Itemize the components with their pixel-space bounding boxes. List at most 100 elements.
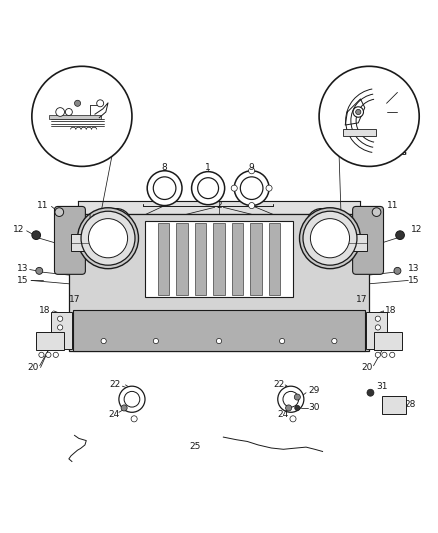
Circle shape	[102, 208, 131, 237]
Bar	[73, 310, 365, 351]
Circle shape	[300, 208, 360, 269]
Text: 11: 11	[37, 201, 49, 210]
Circle shape	[319, 66, 419, 166]
Circle shape	[353, 107, 364, 117]
Circle shape	[56, 108, 64, 116]
Circle shape	[375, 352, 381, 358]
Circle shape	[396, 231, 404, 239]
Circle shape	[332, 338, 337, 344]
Circle shape	[249, 168, 254, 174]
Circle shape	[198, 177, 219, 199]
Text: 6: 6	[395, 84, 400, 93]
Text: 18: 18	[385, 305, 397, 314]
Text: 15: 15	[408, 276, 420, 285]
Text: 9: 9	[249, 163, 254, 172]
Text: 8: 8	[162, 163, 167, 172]
Circle shape	[119, 386, 145, 413]
Text: 1: 1	[205, 163, 211, 172]
Bar	[366, 312, 387, 349]
Circle shape	[39, 352, 44, 358]
Text: 5: 5	[42, 101, 48, 110]
Circle shape	[234, 171, 269, 206]
Circle shape	[124, 391, 140, 407]
Text: 13: 13	[17, 264, 28, 273]
Circle shape	[153, 338, 159, 344]
Circle shape	[131, 416, 137, 422]
Circle shape	[32, 66, 132, 166]
Circle shape	[294, 394, 300, 400]
Circle shape	[390, 352, 395, 358]
Circle shape	[108, 214, 126, 232]
Circle shape	[312, 214, 330, 232]
Text: 20: 20	[361, 364, 373, 373]
Circle shape	[88, 219, 127, 258]
Circle shape	[367, 389, 374, 396]
Circle shape	[36, 268, 43, 274]
Circle shape	[382, 352, 387, 358]
Text: 12: 12	[411, 225, 423, 234]
Bar	[342, 234, 367, 251]
FancyBboxPatch shape	[54, 206, 85, 274]
Circle shape	[279, 338, 285, 344]
Circle shape	[78, 208, 138, 269]
Circle shape	[101, 338, 106, 344]
Bar	[51, 312, 72, 349]
Circle shape	[286, 405, 292, 411]
Circle shape	[81, 211, 135, 265]
Circle shape	[65, 109, 72, 116]
Circle shape	[278, 386, 304, 413]
Circle shape	[231, 185, 237, 191]
Bar	[343, 130, 376, 136]
Text: 10: 10	[335, 214, 346, 223]
Circle shape	[240, 177, 263, 199]
Text: 7: 7	[329, 103, 335, 112]
Bar	[69, 214, 369, 351]
Text: 13: 13	[408, 264, 420, 273]
Bar	[145, 221, 293, 297]
Bar	[36, 332, 64, 350]
Circle shape	[283, 391, 299, 407]
Circle shape	[57, 316, 63, 321]
Text: 15: 15	[17, 276, 28, 285]
Text: 22: 22	[273, 381, 285, 390]
Circle shape	[216, 338, 222, 344]
Text: 22: 22	[110, 381, 121, 390]
Circle shape	[53, 352, 58, 358]
Bar	[49, 115, 102, 119]
Circle shape	[375, 340, 381, 345]
Circle shape	[249, 203, 254, 208]
Text: 30: 30	[308, 403, 320, 413]
Circle shape	[121, 405, 127, 411]
Text: 3: 3	[92, 86, 98, 95]
Bar	[268, 223, 280, 295]
Polygon shape	[78, 201, 360, 214]
Bar	[158, 223, 170, 295]
Bar	[374, 332, 402, 350]
Text: 31: 31	[376, 382, 388, 391]
Circle shape	[375, 325, 381, 330]
Circle shape	[57, 340, 63, 345]
Circle shape	[303, 211, 357, 265]
Text: LEVELING: LEVELING	[370, 150, 408, 156]
Text: 12: 12	[13, 225, 25, 234]
Text: 18: 18	[39, 305, 51, 314]
Circle shape	[32, 231, 41, 239]
Circle shape	[295, 405, 300, 410]
Text: 25: 25	[189, 442, 201, 451]
Circle shape	[191, 172, 225, 205]
Text: 2: 2	[397, 140, 403, 149]
Text: 2: 2	[216, 201, 222, 210]
Circle shape	[147, 171, 182, 206]
Circle shape	[55, 208, 64, 216]
Text: 4: 4	[77, 88, 82, 97]
Text: 29: 29	[308, 386, 320, 395]
Text: 24: 24	[108, 410, 119, 419]
Circle shape	[394, 268, 401, 274]
Text: 28: 28	[405, 400, 416, 409]
Bar	[176, 223, 188, 295]
FancyBboxPatch shape	[353, 206, 384, 274]
Circle shape	[311, 219, 350, 258]
Bar	[213, 223, 225, 295]
Circle shape	[46, 352, 51, 358]
Circle shape	[74, 100, 81, 107]
